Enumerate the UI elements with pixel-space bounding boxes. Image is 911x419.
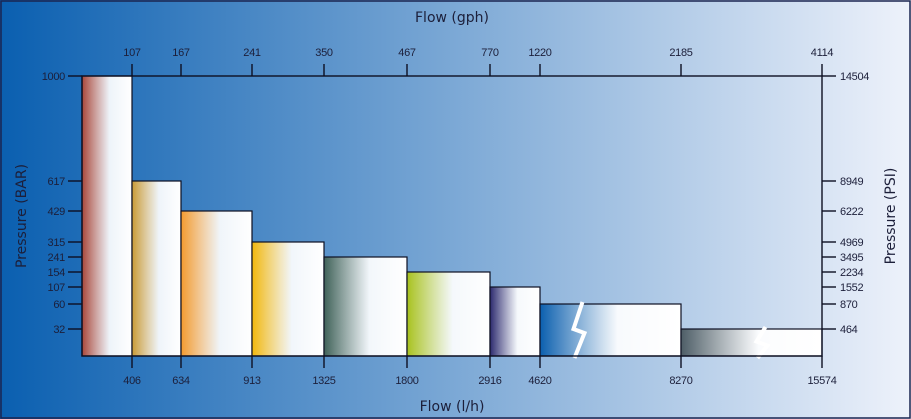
y-tick-label-left: 107: [48, 282, 66, 294]
axis-break-mark: [570, 301, 588, 359]
x-tick-label-bottom: 913: [243, 375, 261, 387]
x-tick-label-bottom: 406: [123, 375, 141, 387]
bars-layer: [81, 75, 823, 357]
tick-labels-layer: 107 167 241 350 467 770 1220 2185 4114 406 634 913…: [42, 47, 870, 387]
bar: [323, 256, 408, 357]
y-tick-label-left: 315: [48, 237, 66, 249]
y-tick-label-right: 870: [840, 299, 858, 311]
y-tick-label-left: 154: [48, 267, 66, 279]
x-tick-label-bottom: 2916: [478, 375, 501, 387]
x-tick-label-top: 1220: [528, 47, 551, 59]
x-tick-label-top: 350: [315, 47, 333, 59]
y-axis-title-left: Pressure (BAR): [14, 164, 30, 268]
x-tick-label-bottom: 15574: [807, 375, 836, 387]
bar: [131, 180, 182, 357]
plot-area-border: [81, 75, 823, 357]
axes-layer: [68, 64, 836, 368]
y-tick-label-right: 8949: [840, 176, 863, 188]
bar: [180, 210, 253, 357]
x-tick-label-top: 2185: [669, 47, 692, 59]
y-tick-label-left: 32: [53, 324, 65, 336]
bar: [251, 241, 325, 357]
x-tick-label-bottom: 1800: [395, 375, 418, 387]
y-tick-label-right: 1552: [840, 282, 863, 294]
x-tick-label-top: 770: [481, 47, 499, 59]
bar: [406, 271, 491, 357]
y-tick-labels-left: 1000 617 429 315 241 154 107 60 32: [42, 71, 66, 336]
axis-break-mark: [753, 325, 771, 360]
x-tick-label-top: 467: [398, 47, 416, 59]
x-tick-labels-bottom: 406 634 913 1325 1800 2916 4620 8270 15574: [123, 375, 837, 387]
x-tick-label-top: 107: [123, 47, 141, 59]
y-tick-label-left: 1000: [42, 71, 65, 83]
y-tick-label-right: 464: [840, 324, 858, 336]
x-tick-label-top: 4114: [811, 47, 834, 59]
x-tick-labels-top: 107 167 241 350 467 770 1220 2185 4114: [123, 47, 833, 59]
bar: [680, 328, 823, 357]
bar: [81, 75, 133, 357]
bar: [539, 303, 682, 357]
x-tick-label-bottom: 8270: [669, 375, 692, 387]
y-tick-label-left: 60: [53, 299, 65, 311]
y-tick-label-right: 14504: [840, 71, 869, 83]
y-tick-labels-right: 14504 8949 6222 4969 3495 2234 1552 870 464: [840, 71, 870, 336]
x-axis-title-bottom: Flow (l/h): [420, 399, 485, 415]
x-tick-label-top: 167: [172, 47, 190, 59]
y-tick-label-right: 2234: [840, 267, 863, 279]
x-axis-title-top: Flow (gph): [415, 10, 489, 26]
y-tick-label-left: 617: [48, 176, 66, 188]
y-axis-title-right: Pressure (PSI): [883, 168, 899, 265]
x-tick-label-top: 241: [243, 47, 261, 59]
y-tick-label-left: 241: [48, 252, 66, 264]
y-tick-label-right: 6222: [840, 206, 863, 218]
y-tick-label-right: 4969: [840, 237, 863, 249]
axis-breaks-layer: [570, 301, 771, 360]
x-tick-label-bottom: 4620: [528, 375, 551, 387]
x-tick-label-bottom: 1325: [312, 375, 335, 387]
y-tick-label-left: 429: [48, 206, 66, 218]
bar: [489, 286, 541, 357]
y-tick-label-right: 3495: [840, 252, 863, 264]
x-tick-label-bottom: 634: [172, 375, 190, 387]
